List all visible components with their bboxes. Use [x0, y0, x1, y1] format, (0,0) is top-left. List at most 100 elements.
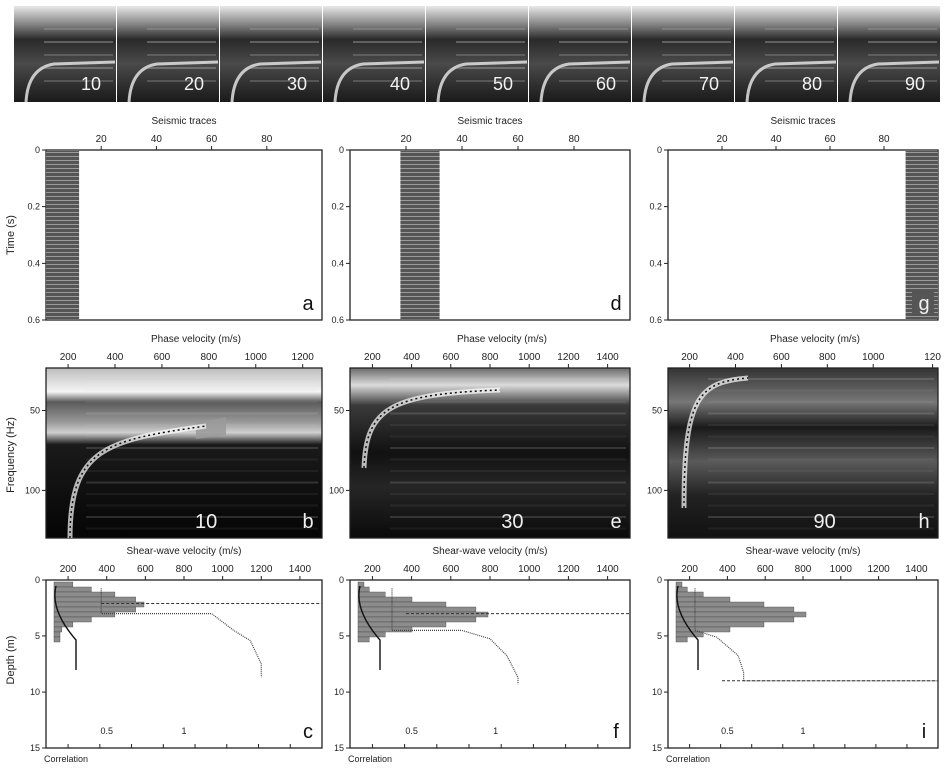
profile-y-tick-label: 10 [652, 687, 662, 697]
snapshot-streak [765, 54, 834, 56]
snapshot-streak [868, 67, 937, 69]
dispersion-label: 10 [195, 511, 217, 533]
histogram-bar [675, 626, 731, 633]
dispersion-image [45, 367, 323, 539]
snapshot-streak [456, 80, 525, 82]
snapshot-streak [353, 54, 422, 56]
dispersion-streak [708, 447, 934, 449]
snapshot-streak [353, 41, 422, 43]
dispersion-x-tick-label: 800 [482, 352, 499, 363]
snapshot-label: 20 [184, 74, 204, 94]
snapshot-arc [230, 60, 322, 103]
seismic-y-tick-label: 0.4 [649, 258, 662, 268]
profile-x-tick-label: 600 [442, 564, 459, 575]
histogram-bar [357, 621, 447, 628]
dispersion-streak [86, 401, 318, 403]
dispersion-y-tick-label: 100 [647, 485, 662, 495]
snapshot-image [735, 6, 837, 102]
snapshot-arc [127, 60, 219, 103]
dispersion-streak [708, 481, 934, 484]
seismic-trace-band [400, 151, 440, 319]
snapshot-streak [44, 41, 113, 43]
profile-x-tick-label: 1200 [867, 564, 890, 575]
seismic-x-tick-label: 40 [770, 134, 782, 145]
dispersion-x-tick-label: 600 [442, 352, 459, 363]
dispersion-x-tick-label: 1000 [862, 352, 885, 363]
snapshot-streak [765, 67, 834, 69]
dispersion-streak [708, 493, 934, 495]
dispersion-y-tick-label: 100 [25, 485, 40, 495]
seismic-panel-frame [45, 149, 323, 321]
histogram-bar [53, 626, 63, 633]
dispersion-x-tick-label: 1000 [245, 352, 268, 363]
correlation-tick-label: 1 [181, 726, 186, 736]
snapshot-streak [456, 67, 525, 69]
snapshot-streak [765, 41, 834, 43]
snapshot-arc [848, 60, 940, 103]
seismic-x-tick-label: 80 [878, 134, 890, 145]
histogram-bar [53, 581, 74, 588]
dispersion-streak [708, 389, 934, 392]
dispersion-label: 30 [501, 511, 523, 533]
snapshot-image [529, 6, 631, 102]
histogram-bar [675, 606, 795, 613]
dispersion-x-tick-label: 1000 [518, 352, 541, 363]
profile-x-tick-label: 1000 [830, 564, 853, 575]
snapshot-streak [147, 80, 216, 82]
snapshot-arc [539, 60, 631, 103]
correlation-curve [676, 585, 699, 670]
seismic-letter-bg [912, 290, 934, 316]
dispersion-y-title: Frequency (Hz) [5, 417, 17, 493]
correlation-tick-label: 0.5 [721, 726, 734, 736]
histogram-bar [357, 631, 386, 638]
snapshot-streak [250, 28, 319, 30]
histogram-bar [53, 586, 92, 593]
correlation-title: Correlation [44, 754, 88, 764]
panel-letter: b [302, 511, 313, 533]
profile-x-tick-label: 800 [795, 564, 812, 575]
dispersion-streak [390, 435, 626, 438]
histogram-bar [675, 616, 795, 623]
histogram-bar [675, 601, 765, 608]
dispersion-streak [708, 401, 934, 403]
dispersion-streak [86, 481, 318, 484]
profile-y-tick-label: 5 [657, 631, 662, 641]
dispersion-image [667, 367, 939, 539]
seismic-y-tick-label: 0.2 [27, 202, 40, 212]
dispersion-streak [86, 504, 318, 507]
histogram-bar [357, 581, 365, 588]
snapshot-arc [24, 60, 116, 103]
histogram-bar [357, 636, 370, 643]
dispersion-streak [390, 378, 626, 380]
seismic-y-tick-label: 0.4 [331, 258, 344, 268]
dispersion-streak [708, 378, 934, 380]
seismic-x-tick-label: 60 [824, 134, 836, 145]
dispersion-streak [390, 527, 626, 530]
dispersion-streak [86, 458, 318, 461]
seismic-x-tick-label: 80 [261, 134, 273, 145]
snapshot-streak [662, 28, 731, 30]
dispersion-streak [390, 412, 626, 415]
dispersion-x-tick-label: 400 [403, 352, 420, 363]
snapshot-streak [44, 80, 113, 82]
snapshot-streak [44, 28, 113, 30]
profile-y-tick-label: 0 [35, 575, 40, 585]
histogram-bar [357, 596, 413, 603]
dispersion-streak [86, 389, 318, 392]
dispersion-streak [708, 424, 934, 426]
dispersion-x-tick-label: 1400 [596, 352, 619, 363]
snapshot-label: 90 [905, 74, 925, 94]
snapshot-label: 40 [390, 74, 410, 94]
seismic-x-title: Seismic traces [770, 116, 835, 127]
panel-letter: c [303, 721, 313, 743]
snapshot-image [838, 6, 940, 102]
profile-x-tick-label: 1400 [596, 564, 619, 575]
seismic-x-tick-label: 60 [206, 134, 218, 145]
profile-x-tick-label: 1400 [289, 564, 312, 575]
profile-y-tick-label: 15 [652, 743, 662, 753]
profile-y-tick-label: 15 [30, 743, 40, 753]
correlation-tick-label: 0.5 [405, 726, 418, 736]
dispersion-x-tick-label: 400 [727, 352, 744, 363]
snapshot-streak [662, 54, 731, 56]
